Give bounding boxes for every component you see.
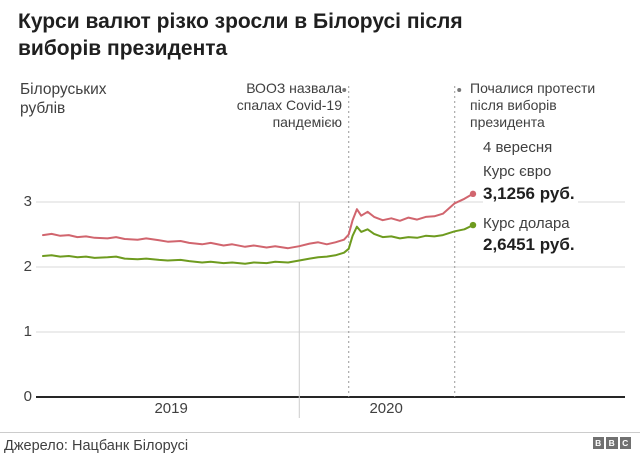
annotation-dot	[342, 88, 347, 92]
annotation-dot	[457, 88, 462, 92]
dollar-series-label: Курс долара	[483, 215, 573, 232]
series-end-dot	[469, 221, 477, 229]
end-date-label: 4 вересня	[483, 139, 556, 156]
y-axis-tick-label: 0	[23, 388, 32, 405]
dollar-rate-value: 2,6451 руб.	[483, 235, 578, 255]
series-end-dot	[469, 190, 477, 198]
series-line	[42, 192, 474, 250]
bbc-logo: B B C	[592, 437, 631, 449]
footer-divider	[0, 432, 640, 433]
euro-series-label: Курс євро	[483, 163, 555, 180]
euro-rate-value: 3,1256 руб.	[483, 184, 578, 204]
series-line	[42, 224, 474, 265]
bbc-logo-letter: B	[592, 437, 604, 449]
annotation-covid: ВООЗ назвала спалах Covid-19 пандемією	[236, 80, 342, 130]
annotation-protests: Почалися протести після виборів президен…	[470, 80, 596, 130]
source-credit: Джерело: Нацбанк Білорусі	[4, 438, 189, 454]
y-axis-tick-label: 2	[23, 258, 32, 275]
x-axis-year-label: 2020	[369, 400, 403, 417]
page-title: Курси валют різко зросли в Білорусі післ…	[18, 10, 463, 60]
x-axis-year-label: 2019	[154, 400, 188, 417]
bbc-logo-letter: C	[619, 437, 631, 449]
y-axis-tick-label: 1	[23, 323, 32, 340]
y-axis-tick-label: 3	[23, 193, 32, 210]
y-axis-unit-label: Білоруських рублів	[20, 81, 107, 117]
bbc-logo-letter: B	[606, 437, 618, 449]
